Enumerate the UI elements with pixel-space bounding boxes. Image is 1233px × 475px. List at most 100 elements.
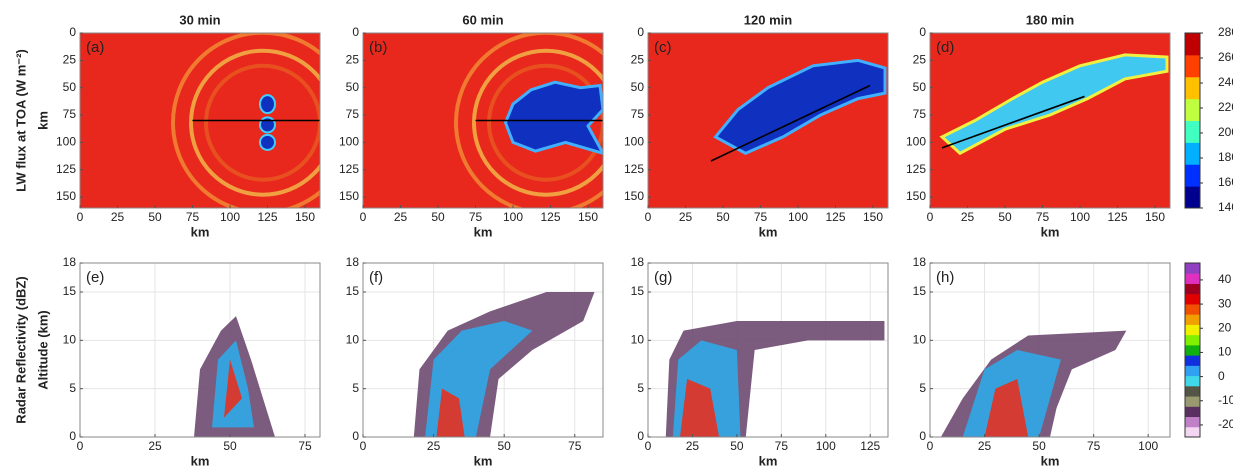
- y-tick-label: 150: [906, 189, 926, 203]
- colorbar-tick-label: 200: [1218, 125, 1233, 139]
- y-tick-label: 0: [637, 429, 644, 443]
- y-tick-label: 100: [339, 135, 359, 149]
- x-tick-label: 0: [645, 439, 652, 453]
- colorbar-tick-label: -10: [1218, 393, 1233, 407]
- panel-title: 30 min: [179, 12, 220, 27]
- colorbar-swatch: [1185, 344, 1200, 356]
- y-tick-label: 125: [56, 162, 76, 176]
- colorbar-tick-label: 240: [1218, 75, 1233, 89]
- x-tick-label: 25: [961, 210, 975, 224]
- panel-title: 120 min: [744, 12, 792, 27]
- colorbar-swatch: [1185, 293, 1200, 305]
- colorbar-tick-label: 0: [1218, 369, 1225, 383]
- colorbar-swatch: [1185, 385, 1200, 397]
- x-tick-label: 0: [77, 210, 84, 224]
- y-tick-label: 50: [346, 80, 360, 94]
- colorbar-swatch: [1185, 324, 1200, 336]
- y-tick-label: 50: [631, 80, 645, 94]
- colorbar-swatch: [1185, 416, 1200, 428]
- x-tick-label: 50: [716, 210, 730, 224]
- x-tick-label: 50: [1032, 439, 1046, 453]
- x-tick-label: 25: [427, 439, 441, 453]
- colorbar-swatch: [1185, 54, 1200, 78]
- colorbar-tick-label: 40: [1218, 272, 1232, 286]
- x-tick-label: 25: [679, 210, 693, 224]
- y-tick-label: 125: [906, 162, 926, 176]
- colorbar-swatch: [1185, 355, 1200, 366]
- x-tick-label: 50: [730, 439, 744, 453]
- y-tick-label: 75: [913, 107, 927, 121]
- y-tick-label: 18: [346, 255, 360, 269]
- y-tick-label: 10: [346, 333, 360, 347]
- x-tick-label: 0: [360, 210, 367, 224]
- x-tick-label: 25: [111, 210, 125, 224]
- x-tick-label: 150: [1145, 210, 1165, 224]
- x-axis-label: km: [474, 224, 493, 239]
- y-tick-label: 100: [624, 135, 644, 149]
- y-tick-label: 5: [919, 381, 926, 395]
- y-tick-label: 0: [69, 25, 76, 39]
- colorbar-swatch: [1185, 273, 1200, 284]
- x-tick-label: 50: [223, 439, 237, 453]
- x-tick-label: 100: [816, 439, 836, 453]
- colorbar-tick-label: 220: [1218, 100, 1233, 114]
- ring: [454, 33, 603, 208]
- panel-label: (h): [936, 269, 954, 286]
- row-label: LW flux at TOA (W m⁻²): [13, 49, 28, 192]
- ring: [204, 63, 320, 182]
- echo: [436, 388, 465, 437]
- cloud: [939, 53, 1169, 156]
- plot-area: [80, 33, 320, 208]
- y-tick-label: 0: [352, 429, 359, 443]
- y-tick-label: 0: [352, 25, 359, 39]
- colorbar-swatch: [1185, 186, 1200, 209]
- cloud: [259, 116, 276, 134]
- axes-frame: [79, 32, 321, 209]
- colorbar-tick-label: 180: [1218, 150, 1233, 164]
- y-tick-label: 10: [63, 333, 77, 347]
- y-tick-label: 0: [69, 429, 76, 443]
- cross-section: [710, 84, 871, 162]
- plot-area: [930, 263, 1170, 437]
- axes-frame: [929, 262, 1171, 438]
- colorbar-swatch: [1185, 263, 1200, 274]
- x-tick-label: 125: [257, 210, 277, 224]
- y-axis-label: km: [35, 111, 50, 130]
- y-tick-label: 150: [624, 189, 644, 203]
- x-tick-label: 75: [775, 439, 789, 453]
- y-tick-label: 10: [913, 333, 927, 347]
- y-tick-label: 75: [631, 107, 645, 121]
- x-tick-label: 100: [1070, 210, 1090, 224]
- axes-frame: [362, 32, 604, 209]
- x-tick-label: 150: [863, 210, 883, 224]
- y-tick-label: 25: [631, 53, 645, 67]
- y-tick-label: 18: [913, 255, 927, 269]
- echo: [224, 359, 242, 418]
- axes-frame: [79, 262, 321, 438]
- colorbar-frame: [1184, 32, 1201, 209]
- y-tick-label: 25: [346, 53, 360, 67]
- colorbar-swatch: [1185, 164, 1200, 187]
- y-tick-label: 150: [339, 189, 359, 203]
- axes-frame: [362, 262, 604, 438]
- x-tick-label: 75: [1087, 439, 1101, 453]
- panel-label: (b): [369, 39, 387, 56]
- x-tick-label: 125: [1107, 210, 1127, 224]
- row-label: Radar Reflectivity (dBZ): [13, 276, 28, 423]
- colorbar-swatch: [1185, 396, 1200, 407]
- y-tick-label: 5: [69, 381, 76, 395]
- panel-label: (a): [86, 39, 104, 56]
- y-tick-label: 75: [63, 107, 77, 121]
- colorbar-swatch: [1185, 406, 1200, 418]
- y-tick-label: 18: [63, 255, 77, 269]
- colorbar-tick-label: 30: [1218, 296, 1232, 310]
- y-tick-label: 5: [352, 381, 359, 395]
- y-tick-label: 100: [906, 135, 926, 149]
- colorbar-tick-label: 10: [1218, 345, 1232, 359]
- y-tick-label: 15: [346, 284, 360, 298]
- echo: [984, 379, 1029, 437]
- colorbar-swatch: [1185, 314, 1200, 325]
- colorbar-swatch: [1185, 33, 1200, 56]
- cloud: [713, 58, 887, 155]
- colorbar-tick-label: 280: [1218, 25, 1233, 39]
